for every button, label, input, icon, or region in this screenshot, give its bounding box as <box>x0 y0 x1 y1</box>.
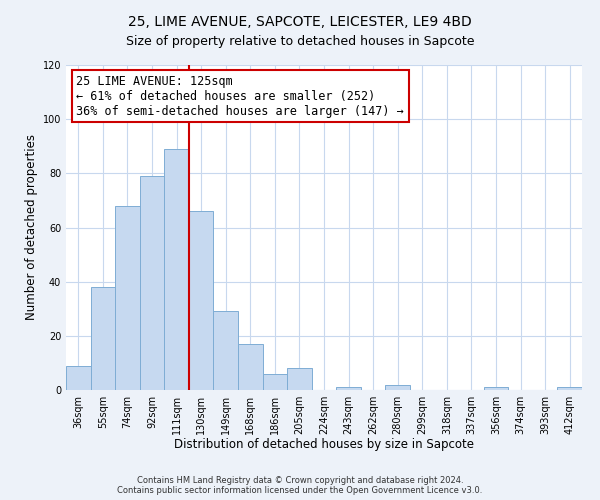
Bar <box>140 176 164 390</box>
X-axis label: Distribution of detached houses by size in Sapcote: Distribution of detached houses by size … <box>174 438 474 452</box>
Bar <box>66 366 91 390</box>
Bar <box>91 287 115 390</box>
Bar <box>189 211 214 390</box>
Bar <box>238 344 263 390</box>
Text: 25 LIME AVENUE: 125sqm
← 61% of detached houses are smaller (252)
36% of semi-de: 25 LIME AVENUE: 125sqm ← 61% of detached… <box>76 74 404 118</box>
Bar <box>263 374 287 390</box>
Text: Contains HM Land Registry data © Crown copyright and database right 2024.
Contai: Contains HM Land Registry data © Crown c… <box>118 476 482 495</box>
Bar <box>287 368 312 390</box>
Bar <box>164 149 189 390</box>
Text: Size of property relative to detached houses in Sapcote: Size of property relative to detached ho… <box>126 35 474 48</box>
Bar <box>385 384 410 390</box>
Bar <box>336 388 361 390</box>
Bar <box>484 388 508 390</box>
Y-axis label: Number of detached properties: Number of detached properties <box>25 134 38 320</box>
Text: 25, LIME AVENUE, SAPCOTE, LEICESTER, LE9 4BD: 25, LIME AVENUE, SAPCOTE, LEICESTER, LE9… <box>128 15 472 29</box>
Bar <box>115 206 140 390</box>
Bar <box>557 388 582 390</box>
Bar <box>214 312 238 390</box>
